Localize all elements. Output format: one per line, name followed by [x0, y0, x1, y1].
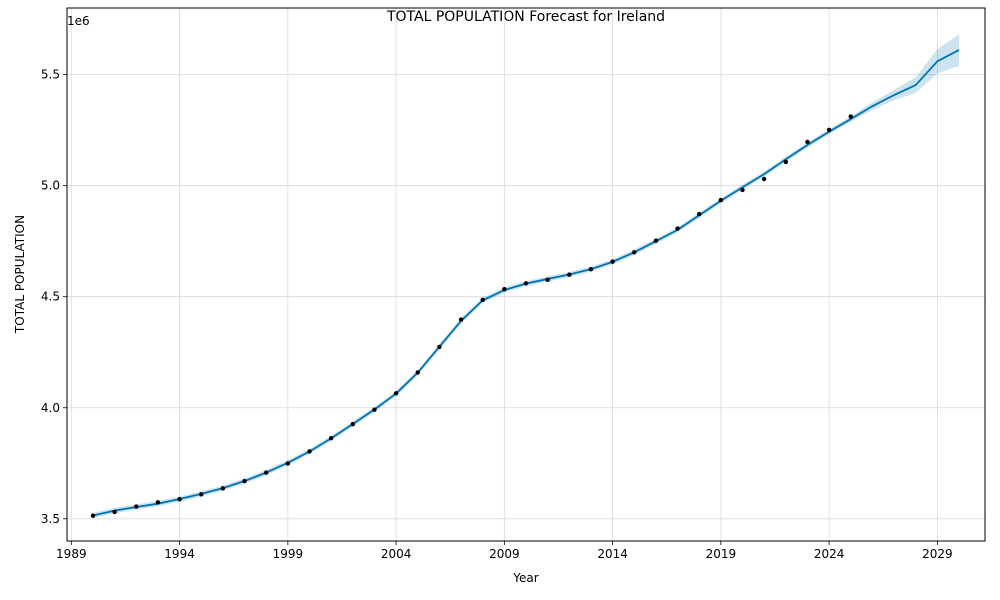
observed-point [220, 486, 226, 491]
observed-point [134, 504, 139, 509]
observed-point [90, 513, 96, 518]
y-tick-label: 5.0 [41, 179, 60, 193]
observed-point [350, 421, 355, 427]
observed-point [761, 176, 767, 182]
observed-point [718, 197, 724, 203]
plot-frame [66, 7, 986, 542]
observed-point [177, 497, 182, 502]
observed-point [480, 297, 485, 303]
observed-point [848, 114, 853, 119]
observed-point [610, 259, 615, 264]
observed-point [393, 391, 399, 396]
observed-point [155, 500, 161, 505]
x-tick-label: 2004 [381, 547, 412, 561]
observed-point [523, 281, 529, 286]
observed-point [826, 127, 832, 133]
x-axis-label: Year [512, 571, 538, 585]
observed-point [805, 139, 810, 145]
observed-point [285, 461, 291, 466]
observed-point [199, 492, 204, 497]
observed-point [458, 317, 464, 322]
observed-point [437, 344, 442, 350]
observed-point [242, 478, 247, 484]
observed-point [697, 211, 702, 217]
y-tick-label: 5.5 [41, 68, 60, 82]
observed-point [372, 407, 377, 412]
x-tick-label: 2024 [814, 547, 845, 561]
x-tick-label: 2019 [706, 547, 737, 561]
y-axis-label: TOTAL POPULATION [13, 215, 27, 334]
observed-point [740, 187, 745, 193]
x-tick-label: 1999 [273, 547, 304, 561]
x-axis-ticks: 1989 1994 1999 2004 2009 2014 2019 2024 2029 [56, 541, 953, 561]
grid-lines [67, 8, 985, 541]
observed-point [567, 272, 572, 277]
observed-point [653, 238, 659, 243]
y-tick-label: 3.5 [41, 512, 60, 526]
y-tick-label: 4.0 [41, 401, 60, 415]
x-tick-label: 2009 [489, 547, 520, 561]
x-tick-label: 2014 [597, 547, 628, 561]
x-tick-label: 2029 [922, 547, 953, 561]
chart-title: TOTAL POPULATION Forecast for Ireland [386, 9, 665, 25]
observed-point [112, 509, 117, 515]
observed-point [263, 470, 269, 475]
observed-point [307, 449, 312, 454]
y-axis-offset-label: 1e6 [67, 14, 90, 28]
observed-points [90, 114, 853, 518]
observed-point [415, 370, 420, 375]
y-tick-label: 4.5 [41, 290, 60, 304]
x-tick-label: 1989 [56, 547, 87, 561]
observed-point [545, 277, 550, 283]
x-tick-label: 1994 [164, 547, 195, 561]
observed-point [632, 250, 637, 255]
observed-point [675, 226, 680, 231]
observed-point [588, 266, 594, 272]
observed-point [328, 435, 334, 441]
y-axis-ticks: 3.5 4.0 4.5 5.0 5.5 [41, 68, 67, 526]
observed-point [783, 159, 789, 165]
observed-point [502, 286, 507, 292]
